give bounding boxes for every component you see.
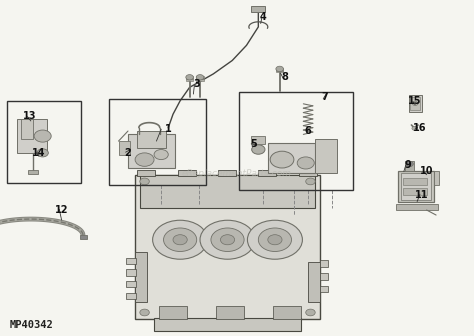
Bar [216,306,244,319]
Circle shape [247,220,302,259]
Circle shape [196,75,204,80]
Text: 13: 13 [23,111,36,121]
Circle shape [140,309,149,316]
Text: 11: 11 [415,190,428,200]
Bar [403,178,427,185]
Text: 7: 7 [321,92,328,102]
Text: 12: 12 [55,205,68,215]
Bar [308,262,320,302]
Circle shape [258,228,292,251]
Bar [268,143,315,173]
Circle shape [186,75,193,80]
Bar [28,170,38,174]
Circle shape [406,161,413,167]
Bar [196,79,204,81]
Bar [398,171,434,202]
Bar [405,161,414,171]
Bar [320,286,328,292]
Text: 6: 6 [305,126,311,136]
Bar [159,306,187,319]
Text: 3: 3 [193,79,200,89]
Bar [239,92,353,190]
Bar [276,69,283,71]
Bar [21,119,33,139]
Bar [273,306,301,319]
Circle shape [37,149,48,157]
Text: 10: 10 [420,166,433,176]
Text: 16: 16 [413,123,426,133]
Circle shape [220,235,235,245]
Bar [126,258,136,264]
Bar [320,273,328,280]
Bar [135,252,147,302]
Bar [396,204,438,210]
Text: 9: 9 [404,160,411,170]
Circle shape [173,235,187,245]
Bar [276,68,283,70]
Bar [126,281,136,287]
Text: 15: 15 [408,96,421,106]
Text: 1: 1 [165,124,172,134]
Bar [299,170,317,176]
Circle shape [297,157,314,169]
Bar [409,95,422,112]
Circle shape [306,178,315,185]
Circle shape [306,309,315,316]
Bar [186,76,193,78]
Bar [320,260,328,267]
Bar [196,76,204,78]
Bar [128,134,175,168]
Bar [126,269,136,276]
Circle shape [154,150,168,160]
Bar [140,175,315,208]
Text: 5: 5 [250,139,257,150]
Circle shape [164,228,197,251]
Text: 2: 2 [125,148,131,158]
Bar [410,97,420,110]
Bar [186,78,193,79]
Circle shape [34,130,51,142]
Circle shape [270,151,294,168]
Bar [109,99,206,185]
Bar [17,119,47,153]
Bar [276,71,283,72]
Bar [251,136,265,144]
Text: 8: 8 [281,72,288,82]
Bar [80,235,87,239]
Bar [401,173,431,200]
Circle shape [153,220,208,259]
Bar [196,78,204,79]
Circle shape [140,178,149,185]
Bar [7,101,81,183]
Bar [118,141,130,155]
Bar [403,188,427,195]
Bar [178,170,196,176]
Circle shape [211,228,244,251]
Bar [135,175,320,319]
Bar [434,171,439,185]
Bar [186,79,193,81]
Circle shape [135,153,154,166]
Circle shape [200,220,255,259]
Bar [137,131,166,148]
Bar [258,170,276,176]
Bar [137,170,155,176]
Circle shape [276,66,283,72]
Text: MP40342: MP40342 [9,320,53,330]
Bar [315,139,337,173]
Circle shape [252,145,265,154]
Circle shape [412,101,418,106]
Circle shape [268,235,282,245]
Bar [218,170,236,176]
Text: 4: 4 [260,12,266,22]
Bar [154,318,301,331]
Circle shape [412,126,418,130]
Text: 14: 14 [32,148,46,158]
Text: eReplacementParts.com: eReplacementParts.com [182,169,292,177]
Bar [126,293,136,299]
Bar [251,6,265,12]
